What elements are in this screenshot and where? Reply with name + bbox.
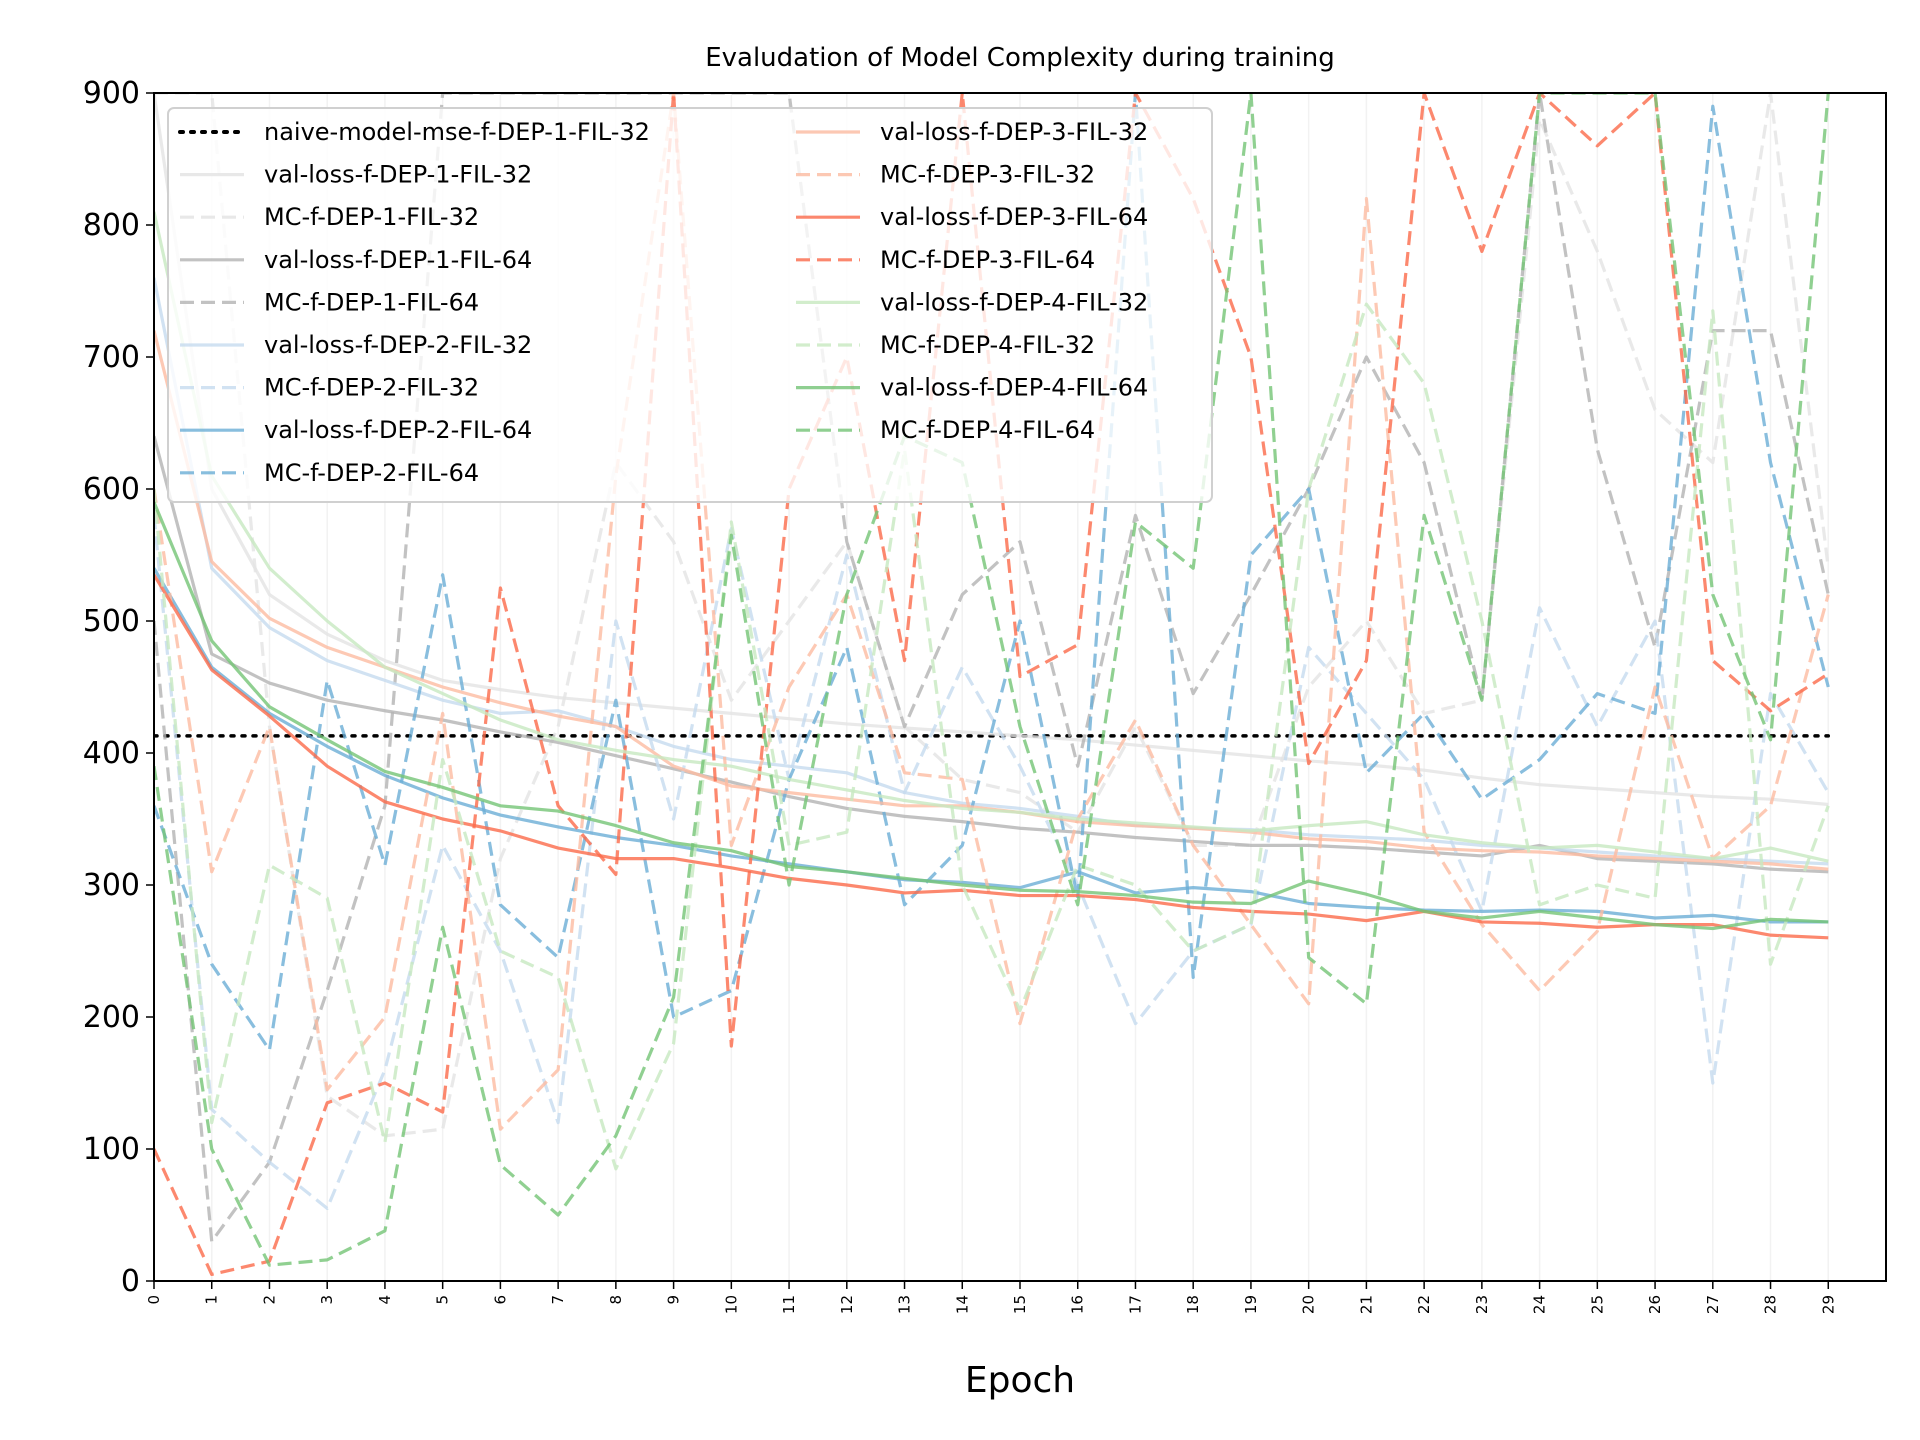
legend-box xyxy=(167,107,1213,503)
y-tick-label-300: 300 xyxy=(83,868,140,903)
x-tick-label-11: 11 xyxy=(780,1295,798,1314)
x-tick-label-25: 25 xyxy=(1588,1295,1606,1314)
legend-label-naive-model-mse-f-dep-1-fil-32: naive-model-mse-f-DEP-1-FIL-32 xyxy=(264,118,650,146)
y-tick-label-900: 900 xyxy=(83,76,140,111)
legend-label-mc-f-dep-4-fil-64: MC-f-DEP-4-FIL-64 xyxy=(880,416,1095,444)
x-tick-label-5: 5 xyxy=(434,1295,452,1305)
y-tick-label-0: 0 xyxy=(121,1264,140,1299)
legend-label-mc-f-dep-3-fil-64: MC-f-DEP-3-FIL-64 xyxy=(880,246,1095,274)
y-tick-label-700: 700 xyxy=(83,340,140,375)
x-tick-label-13: 13 xyxy=(896,1295,914,1314)
x-tick-label-29: 29 xyxy=(1819,1295,1837,1314)
x-tick-label-8: 8 xyxy=(607,1295,625,1305)
x-tick-label-19: 19 xyxy=(1242,1295,1260,1314)
series-line-val-loss-f-dep-1-fil-32 xyxy=(154,93,1829,807)
x-tick-label-2: 2 xyxy=(260,1295,278,1305)
y-tick-label-500: 500 xyxy=(83,604,140,639)
chart-title: Evaludation of Model Complexity during t… xyxy=(705,43,1335,73)
y-axis: 0 100 200 300 400 500 600 700 800 900 xyxy=(83,76,154,1299)
legend-label-val-loss-f-dep-2-fil-64: val-loss-f-DEP-2-FIL-64 xyxy=(264,416,532,444)
legend-label-mc-f-dep-1-fil-32: MC-f-DEP-1-FIL-32 xyxy=(264,203,479,231)
x-tick-label-23: 23 xyxy=(1473,1295,1491,1314)
x-tick-label-4: 4 xyxy=(376,1295,394,1305)
legend-label-mc-f-dep-2-fil-32: MC-f-DEP-2-FIL-32 xyxy=(264,374,479,402)
x-tick-label-16: 16 xyxy=(1069,1295,1087,1314)
x-tick-label-3: 3 xyxy=(318,1295,336,1305)
legend-label-mc-f-dep-3-fil-32: MC-f-DEP-3-FIL-32 xyxy=(880,161,1095,189)
x-tick-label-10: 10 xyxy=(722,1295,740,1314)
x-tick-label-27: 27 xyxy=(1704,1295,1722,1314)
legend-label-val-loss-f-dep-1-fil-32: val-loss-f-DEP-1-FIL-32 xyxy=(264,161,532,189)
x-tick-label-0: 0 xyxy=(145,1295,163,1305)
y-tick-label-400: 400 xyxy=(83,736,140,771)
legend-label-val-loss-f-dep-4-fil-32: val-loss-f-DEP-4-FIL-32 xyxy=(880,288,1148,316)
series-line-mc-f-dep-2-fil-32 xyxy=(154,515,1830,1211)
x-tick-label-9: 9 xyxy=(665,1295,683,1305)
series-line-val-loss-f-dep-3-fil-64 xyxy=(154,573,1829,940)
series-line-mc-f-dep-3-fil-32 xyxy=(154,93,1830,1131)
x-tick-label-24: 24 xyxy=(1531,1295,1549,1314)
series-line-val-loss-f-dep-2-fil-64 xyxy=(154,567,1829,924)
x-tick-label-26: 26 xyxy=(1646,1295,1664,1314)
legend-label-val-loss-f-dep-3-fil-32: val-loss-f-DEP-3-FIL-32 xyxy=(880,118,1148,146)
legend-label-mc-f-dep-1-fil-64: MC-f-DEP-1-FIL-64 xyxy=(264,288,479,316)
series-line-val-loss-f-dep-4-fil-32 xyxy=(154,211,1829,863)
x-tick-label-15: 15 xyxy=(1011,1295,1029,1314)
y-tick-label-800: 800 xyxy=(83,208,140,243)
series-line-val-loss-f-dep-4-fil-64 xyxy=(154,501,1829,931)
legend-label-mc-f-dep-4-fil-32: MC-f-DEP-4-FIL-32 xyxy=(880,331,1095,359)
y-tick-label-100: 100 xyxy=(83,1132,140,1167)
y-tick-label-200: 200 xyxy=(83,1000,140,1035)
legend-label-mc-f-dep-2-fil-64: MC-f-DEP-2-FIL-64 xyxy=(264,459,479,487)
x-tick-label-22: 22 xyxy=(1415,1295,1433,1314)
series-line-mc-f-dep-4-fil-32 xyxy=(154,302,1830,1171)
x-tick-label-21: 21 xyxy=(1357,1295,1375,1314)
x-axis: 0 1 2 3 4 5 6 7 8 9 10 11 12 13 14 15 16 17 18 19 20 21 22 23 24… xyxy=(145,1281,1837,1314)
x-axis-label: Epoch xyxy=(965,1360,1075,1401)
x-tick-label-28: 28 xyxy=(1762,1295,1780,1314)
legend-label-val-loss-f-dep-1-fil-64: val-loss-f-DEP-1-FIL-64 xyxy=(264,246,532,274)
legend-label-val-loss-f-dep-4-fil-64: val-loss-f-DEP-4-FIL-64 xyxy=(880,374,1148,402)
series-line-mc-f-dep-1-fil-32 xyxy=(154,93,1830,1138)
x-tick-label-17: 17 xyxy=(1126,1295,1144,1314)
x-tick-label-18: 18 xyxy=(1184,1295,1202,1314)
x-tick-label-1: 1 xyxy=(203,1295,221,1305)
x-tick-label-12: 12 xyxy=(838,1295,856,1314)
x-tick-label-6: 6 xyxy=(491,1295,509,1305)
y-tick-label-600: 600 xyxy=(83,472,140,507)
legend-label-val-loss-f-dep-3-fil-64: val-loss-f-DEP-3-FIL-64 xyxy=(880,203,1148,231)
x-tick-label-20: 20 xyxy=(1300,1295,1318,1314)
legend: naive-model-mse-f-DEP-1-FIL-32 val-loss-f… xyxy=(167,107,1213,503)
legend-label-val-loss-f-dep-2-fil-32: val-loss-f-DEP-2-FIL-32 xyxy=(264,331,532,359)
x-tick-label-7: 7 xyxy=(549,1295,567,1305)
x-tick-label-14: 14 xyxy=(953,1295,971,1314)
